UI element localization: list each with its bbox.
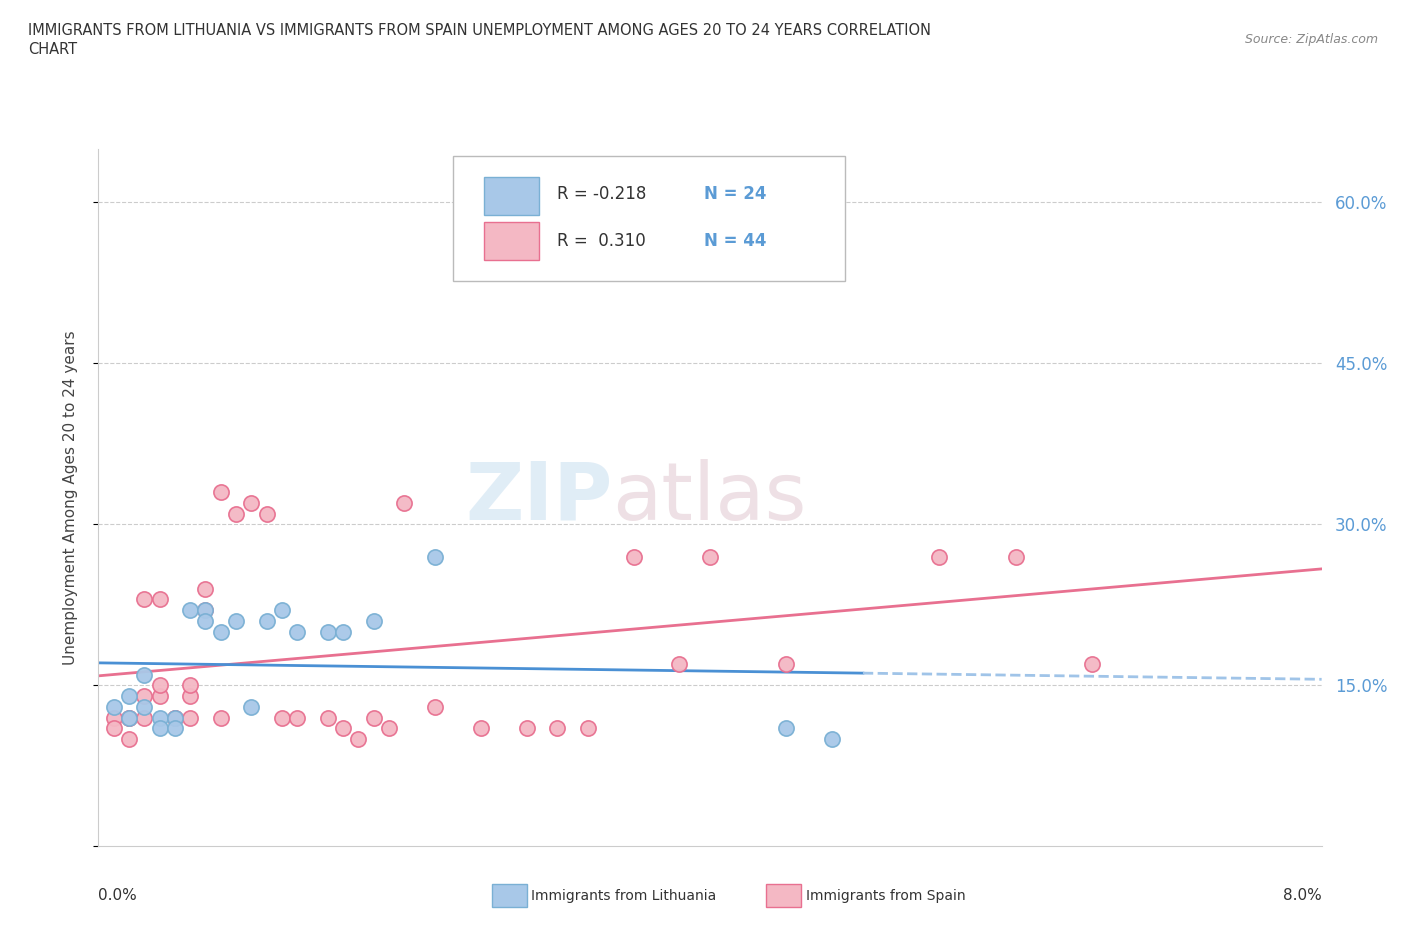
Text: Immigrants from Spain: Immigrants from Spain <box>806 888 966 903</box>
FancyBboxPatch shape <box>484 177 538 215</box>
Point <box>149 721 172 736</box>
Text: 0.0%: 0.0% <box>98 888 138 903</box>
Point <box>163 711 186 725</box>
Text: Immigrants from Lithuania: Immigrants from Lithuania <box>531 888 717 903</box>
Point <box>209 711 232 725</box>
Point <box>576 721 599 736</box>
Text: Source: ZipAtlas.com: Source: ZipAtlas.com <box>1244 33 1378 46</box>
Point <box>118 732 141 747</box>
Point <box>240 496 263 511</box>
Point <box>1004 549 1026 564</box>
Text: N = 44: N = 44 <box>704 232 766 250</box>
Point <box>347 732 370 747</box>
Point <box>103 711 125 725</box>
Text: R = -0.218: R = -0.218 <box>557 185 647 203</box>
Point <box>928 549 950 564</box>
FancyBboxPatch shape <box>453 156 845 282</box>
Point <box>516 721 538 736</box>
Point <box>423 699 446 714</box>
Point <box>270 603 294 618</box>
Point <box>225 614 247 629</box>
Point <box>270 711 294 725</box>
Point <box>163 721 186 736</box>
Point <box>316 711 339 725</box>
Point <box>134 711 156 725</box>
Point <box>1081 657 1104 671</box>
Point <box>378 721 401 736</box>
Point <box>285 711 308 725</box>
Point <box>775 657 797 671</box>
Point <box>118 711 141 725</box>
Point <box>699 549 721 564</box>
Point <box>363 711 385 725</box>
Point <box>392 496 416 511</box>
Text: IMMIGRANTS FROM LITHUANIA VS IMMIGRANTS FROM SPAIN UNEMPLOYMENT AMONG AGES 20 TO: IMMIGRANTS FROM LITHUANIA VS IMMIGRANTS … <box>28 23 931 38</box>
Point <box>149 678 172 693</box>
Point <box>134 699 156 714</box>
Point <box>332 721 354 736</box>
Point <box>623 549 645 564</box>
Point <box>149 592 172 607</box>
Point <box>423 549 446 564</box>
Point <box>240 699 263 714</box>
Point <box>194 581 217 596</box>
Point <box>163 711 186 725</box>
Point <box>103 721 125 736</box>
Point <box>209 485 232 499</box>
Point <box>470 238 492 253</box>
Point <box>118 711 141 725</box>
Point <box>118 711 141 725</box>
Point <box>546 721 568 736</box>
Point <box>256 506 278 521</box>
Point <box>775 721 797 736</box>
Point <box>103 699 125 714</box>
Point <box>209 624 232 639</box>
Point <box>821 732 844 747</box>
Point <box>149 688 172 703</box>
Point <box>134 688 156 703</box>
Point <box>118 688 141 703</box>
Point <box>256 614 278 629</box>
Y-axis label: Unemployment Among Ages 20 to 24 years: Unemployment Among Ages 20 to 24 years <box>63 330 77 665</box>
Point <box>179 678 201 693</box>
Text: 8.0%: 8.0% <box>1282 888 1322 903</box>
Point <box>179 711 201 725</box>
Point <box>470 721 492 736</box>
Point <box>149 711 172 725</box>
Text: ZIP: ZIP <box>465 458 612 537</box>
Point <box>194 614 217 629</box>
Point <box>363 614 385 629</box>
Point <box>332 624 354 639</box>
Point <box>134 592 156 607</box>
Text: R =  0.310: R = 0.310 <box>557 232 645 250</box>
Point <box>179 688 201 703</box>
Text: atlas: atlas <box>612 458 807 537</box>
Point <box>668 657 690 671</box>
Point <box>285 624 308 639</box>
Point <box>225 506 247 521</box>
Point <box>134 667 156 682</box>
Point <box>179 603 201 618</box>
Point <box>163 711 186 725</box>
Text: N = 24: N = 24 <box>704 185 766 203</box>
Text: CHART: CHART <box>28 42 77 57</box>
Point <box>194 603 217 618</box>
Point <box>316 624 339 639</box>
Point <box>194 603 217 618</box>
FancyBboxPatch shape <box>484 222 538 260</box>
